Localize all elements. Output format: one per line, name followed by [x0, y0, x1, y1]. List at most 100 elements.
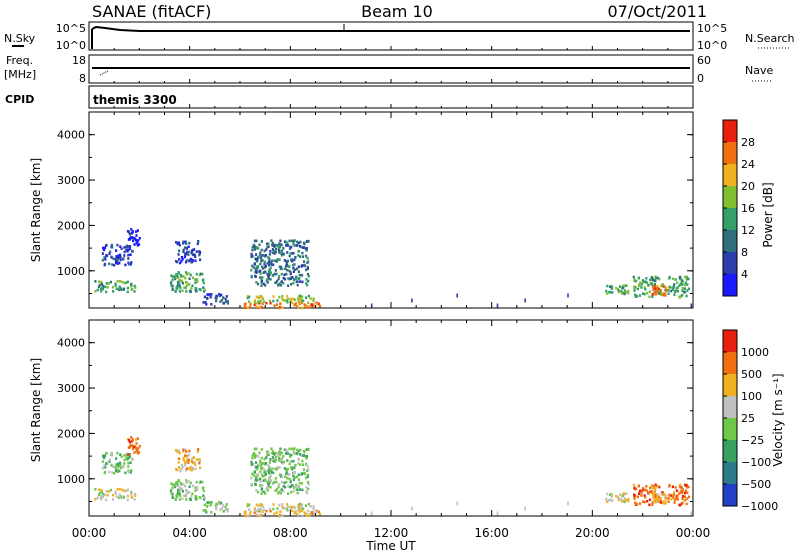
velocity-cell	[634, 503, 637, 506]
velocity-cell	[293, 452, 296, 455]
power-cell	[102, 246, 105, 250]
velocity-cell	[278, 514, 281, 518]
velocity-cell	[255, 509, 258, 513]
power-cell	[634, 295, 637, 298]
power-cell	[268, 253, 271, 256]
velocity-cell	[194, 495, 197, 498]
power-cell	[177, 276, 180, 279]
power-cell	[100, 280, 103, 284]
power-cell	[627, 291, 630, 295]
velocity-cell	[640, 494, 643, 497]
velocity-isolated-cell	[370, 511, 373, 516]
nsearch-tick-bottom: 10^0	[697, 39, 727, 52]
power-cell	[117, 254, 120, 258]
velocity-cell	[306, 491, 309, 495]
velocity-cell	[206, 501, 209, 504]
velocity-cell	[664, 501, 667, 504]
velocity-cell	[298, 485, 301, 488]
velocity-cell	[288, 473, 291, 477]
velocity-region-9	[605, 492, 630, 504]
power-cell	[255, 258, 258, 261]
power-cell	[267, 256, 271, 260]
velocity-cell	[618, 493, 622, 496]
power-cell	[636, 287, 639, 291]
velocity-cell	[115, 463, 118, 466]
velocity-cell	[265, 450, 269, 454]
velocity-cell	[135, 438, 138, 441]
velocity-cell	[192, 456, 195, 460]
velocity-cell	[276, 487, 279, 491]
velocity-cell	[225, 503, 228, 506]
power-cell	[294, 268, 297, 271]
velocity-cell	[280, 457, 284, 461]
power-colorbar-tick-label: 24	[741, 158, 755, 171]
velocity-cell	[255, 476, 258, 479]
velocity-cell	[269, 509, 272, 513]
power-cell	[185, 271, 188, 274]
power-cell	[266, 273, 269, 276]
velocity-cell	[184, 468, 188, 472]
power-cell	[103, 263, 106, 267]
power-cell	[253, 299, 256, 302]
velocity-cell	[652, 496, 655, 500]
velocity-cell	[205, 510, 208, 514]
velocity-cell	[131, 438, 134, 442]
power-cell	[641, 292, 645, 295]
velocity-panel: Slant Range [km] 1000 2000 3000 4000 1000 50…	[29, 319, 785, 518]
power-cell	[637, 276, 640, 280]
velocity-cell	[262, 508, 265, 512]
velocity-cell	[114, 490, 117, 494]
power-cell	[668, 277, 671, 280]
power-cell	[286, 295, 289, 298]
power-cell	[641, 281, 644, 284]
power-cell	[199, 258, 202, 262]
power-cell	[672, 285, 675, 288]
velocity-cell	[271, 467, 274, 470]
velocity-cell	[278, 466, 281, 469]
power-cell	[276, 244, 279, 248]
velocity-cell	[262, 479, 265, 482]
velocity-cell	[111, 493, 115, 497]
velocity-cell	[606, 492, 609, 496]
power-cell	[305, 282, 308, 285]
velocity-cell	[118, 469, 121, 473]
power-cell	[195, 250, 198, 253]
power-cell	[301, 306, 304, 310]
power-cell	[286, 268, 289, 272]
velocity-cell	[686, 497, 689, 500]
power-cell	[276, 258, 279, 261]
power-cell	[296, 280, 299, 283]
power-cell	[298, 277, 301, 280]
power-cell	[648, 295, 651, 299]
power-cell	[274, 250, 277, 254]
power-cell	[182, 275, 185, 278]
velocity-cell	[259, 459, 262, 463]
power-cell	[271, 241, 274, 245]
velocity-cell	[668, 485, 671, 488]
velocity-cell	[281, 503, 284, 506]
velocity-cell	[187, 453, 190, 457]
velocity-cell	[181, 497, 184, 500]
velocity-cell	[622, 499, 625, 503]
velocity-colorbar-segment	[723, 418, 737, 440]
power-cell	[126, 290, 129, 294]
velocity-cell	[109, 458, 112, 462]
power-cell	[171, 278, 174, 282]
power-cell	[269, 250, 272, 253]
velocity-cell	[286, 503, 289, 506]
velocity-cell	[672, 493, 675, 496]
power-cell	[188, 289, 192, 293]
velocity-cell	[297, 505, 300, 508]
power-cell	[610, 285, 613, 289]
velocity-cell	[271, 456, 274, 459]
power-cell	[280, 272, 283, 276]
power-cell	[676, 286, 679, 289]
velocity-cell	[665, 497, 668, 501]
velocity-cell	[297, 478, 300, 481]
power-cell	[189, 273, 192, 277]
velocity-cell	[171, 486, 174, 490]
power-cell	[284, 299, 287, 302]
power-cell	[300, 245, 303, 249]
power-cell	[132, 239, 135, 243]
power-cell	[606, 292, 609, 295]
